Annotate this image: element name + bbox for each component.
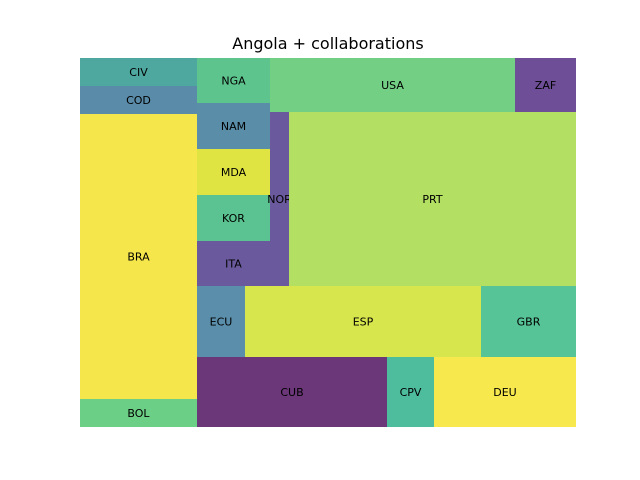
tile-label-deu: DEU (493, 386, 516, 399)
tile-prt (289, 112, 576, 286)
tile-zaf (515, 58, 576, 112)
tile-label-bra: BRA (127, 251, 150, 264)
tile-label-ecu: ECU (210, 316, 233, 329)
tile-label-gbr: GBR (517, 316, 541, 329)
tile-nga (197, 58, 270, 103)
tile-ita (197, 241, 270, 286)
tile-label-prt: PRT (422, 193, 442, 206)
tile-label-nam: NAM (221, 120, 246, 133)
tile-label-usa: USA (381, 79, 404, 92)
tile-civ (80, 58, 197, 86)
tile-cub (197, 357, 387, 427)
tile-deu (434, 357, 576, 427)
tile-gbr (481, 286, 576, 357)
tile-bra (80, 114, 197, 399)
tile-label-cpv: CPV (400, 386, 422, 399)
tile-label-zaf: ZAF (535, 79, 556, 92)
tile-label-civ: CIV (129, 66, 148, 79)
tile-bol (80, 399, 197, 427)
tile-label-nor: NOR (267, 193, 292, 206)
tile-label-kor: KOR (222, 212, 245, 225)
treemap-tiles: BRA BOL COD CIV CUB CPV DEU ECU ESP GBR ITA KOR MDA N… (80, 58, 576, 427)
tile-label-cod: COD (126, 94, 151, 107)
chart-title: Angola + collaborations (232, 34, 423, 53)
tile-label-ita: ITA (225, 258, 242, 271)
tile-label-bol: BOL (127, 407, 150, 420)
tile-kor (197, 195, 270, 241)
tile-label-cub: CUB (280, 386, 303, 399)
tile-ecu (197, 286, 245, 357)
tile-cpv (387, 357, 434, 427)
tile-nam (197, 103, 270, 149)
tile-cod (80, 86, 197, 114)
tile-label-esp: ESP (353, 316, 374, 329)
tile-label-mda: MDA (221, 166, 247, 179)
tile-nor (270, 112, 289, 286)
tile-usa (270, 58, 515, 112)
tile-esp (245, 286, 481, 357)
tile-label-nga: NGA (221, 75, 246, 88)
tile-mda (197, 149, 270, 195)
